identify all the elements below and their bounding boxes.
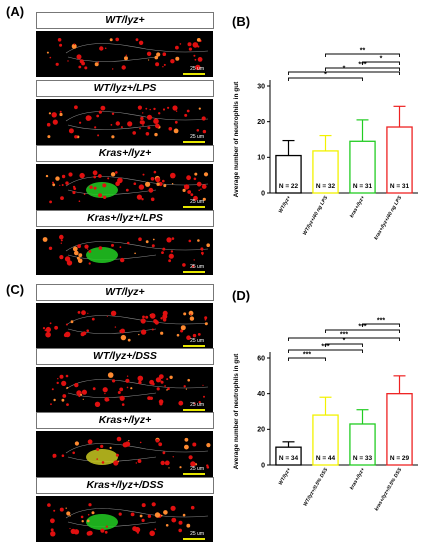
bar [312,414,339,466]
scale-bar [183,141,205,143]
microscopy-drawing [42,310,209,342]
microscopy-drawing [42,234,210,268]
category-label: kras+/lyz+/40 ng LPS [373,194,403,241]
microscopy-image: 25 um [36,496,213,542]
bar [275,154,302,194]
bar-chart-b: Average number of neutrophils in gut 0 10 2… [233,48,418,241]
condition-label: WT/lyz+/DSS [36,348,214,365]
microscopy-drawing [52,436,211,469]
category-label: WT/lyz+/0.5% DSS [302,466,329,507]
significance-bracket [325,67,400,71]
microscopy-drawing [47,502,209,537]
microscopy-drawing [50,372,209,407]
significance-label: * [343,338,346,345]
microscopy-image: 25 um [36,367,213,413]
n-label: N = 44 [316,455,336,462]
scale-label: 25 um [190,466,204,472]
condition-label: Kras+/lyz+/LPS [36,210,214,227]
panel-d-letter: (D) [232,288,251,303]
y-axis-label: Average number of neutrophils in gut [233,81,240,198]
microscopy-image: 25 um [36,431,213,477]
significance-label: *** [303,352,311,359]
scale-label: 25 um [190,531,204,537]
category-label: kras+/lyz+ [349,195,366,219]
panel-c-letter: (C) [6,282,25,297]
scale-label: 25 um [190,134,204,140]
condition-label: Kras+/lyz+/DSS [36,477,214,494]
microscopy-drawing [46,37,209,71]
significance-bracket [325,343,363,347]
category-label: WT/lyz+/40 ng LPS [302,194,330,236]
condition-label: WT/lyz+ [36,284,214,301]
y-tick-label: 10 [257,155,265,162]
significance-bracket [288,357,326,361]
scale-bar [183,345,205,347]
category-label: kras+/lyz+/0.5% DSS [374,466,404,512]
category-label: WT/lyz+ [278,467,293,486]
significance-label: *** [377,318,385,325]
y-axis-label: Average number of neutrophils in gut [233,353,240,470]
significance-label: * [324,72,327,79]
scale-bar [183,271,205,273]
microscopy-drawing [46,105,209,139]
y-tick-label: 40 [257,391,265,398]
significance-bracket [325,53,400,57]
n-label: N = 31 [390,183,410,190]
microscopy-drawing [45,170,209,204]
scale-label: 25 um [190,338,204,344]
scale-label: 25 um [190,264,204,270]
y-tick-label: 60 [257,355,265,362]
condition-label: Kras+/lyz+ [36,145,214,162]
bar [386,393,413,466]
significance-label: * [343,66,346,73]
scale-label: 25 um [190,199,204,205]
scale-bar [183,473,205,475]
microscopy-image: 25 um [36,99,213,145]
n-label: N = 22 [279,183,299,190]
y-tick-label: 20 [257,119,265,126]
category-label: kras+/lyz+ [349,467,366,491]
condition-label: WT/lyz+/LPS [36,80,214,97]
n-label: N = 32 [316,183,336,190]
n-label: N = 34 [279,455,299,462]
significance-bracket [362,323,400,327]
scale-bar [183,409,205,411]
scale-label: 25 um [190,402,204,408]
scale-bar [183,538,205,540]
y-tick-label: 0 [261,190,265,197]
panel-b-letter: (B) [232,14,251,29]
bar-chart-d: Average number of neutrophils in gut 0 20 4… [233,318,418,512]
significance-label: * [380,56,383,63]
significance-label: *** [340,332,348,339]
significance-bracket [362,61,400,65]
n-label: N = 33 [353,455,373,462]
microscopy-image: 25 um [36,31,213,77]
category-label: WT/lyz+ [278,195,293,214]
microscopy-image: 25 um [36,229,213,275]
y-tick-label: 0 [261,462,265,469]
significance-bracket [288,337,400,341]
microscopy-image: 25 um [36,303,213,349]
y-tick-label: 30 [257,83,265,90]
scale-label: 25 um [190,66,204,72]
significance-bracket [288,71,400,75]
significance-bracket [288,349,363,353]
bar [275,446,302,466]
significance-bracket [288,77,363,81]
n-label: N = 31 [353,183,373,190]
condition-label: WT/lyz+ [36,12,214,29]
significance-bracket [325,329,400,333]
scale-bar [183,73,205,75]
y-tick-label: 20 [257,427,265,434]
significance-label: ** [360,48,366,55]
n-label: N = 29 [390,455,410,462]
microscopy-image: 25 um [36,164,213,210]
panel-a-letter: (A) [6,4,25,19]
condition-label: Kras+/lyz+ [36,412,214,429]
bar [349,423,376,466]
scale-bar [183,206,205,208]
